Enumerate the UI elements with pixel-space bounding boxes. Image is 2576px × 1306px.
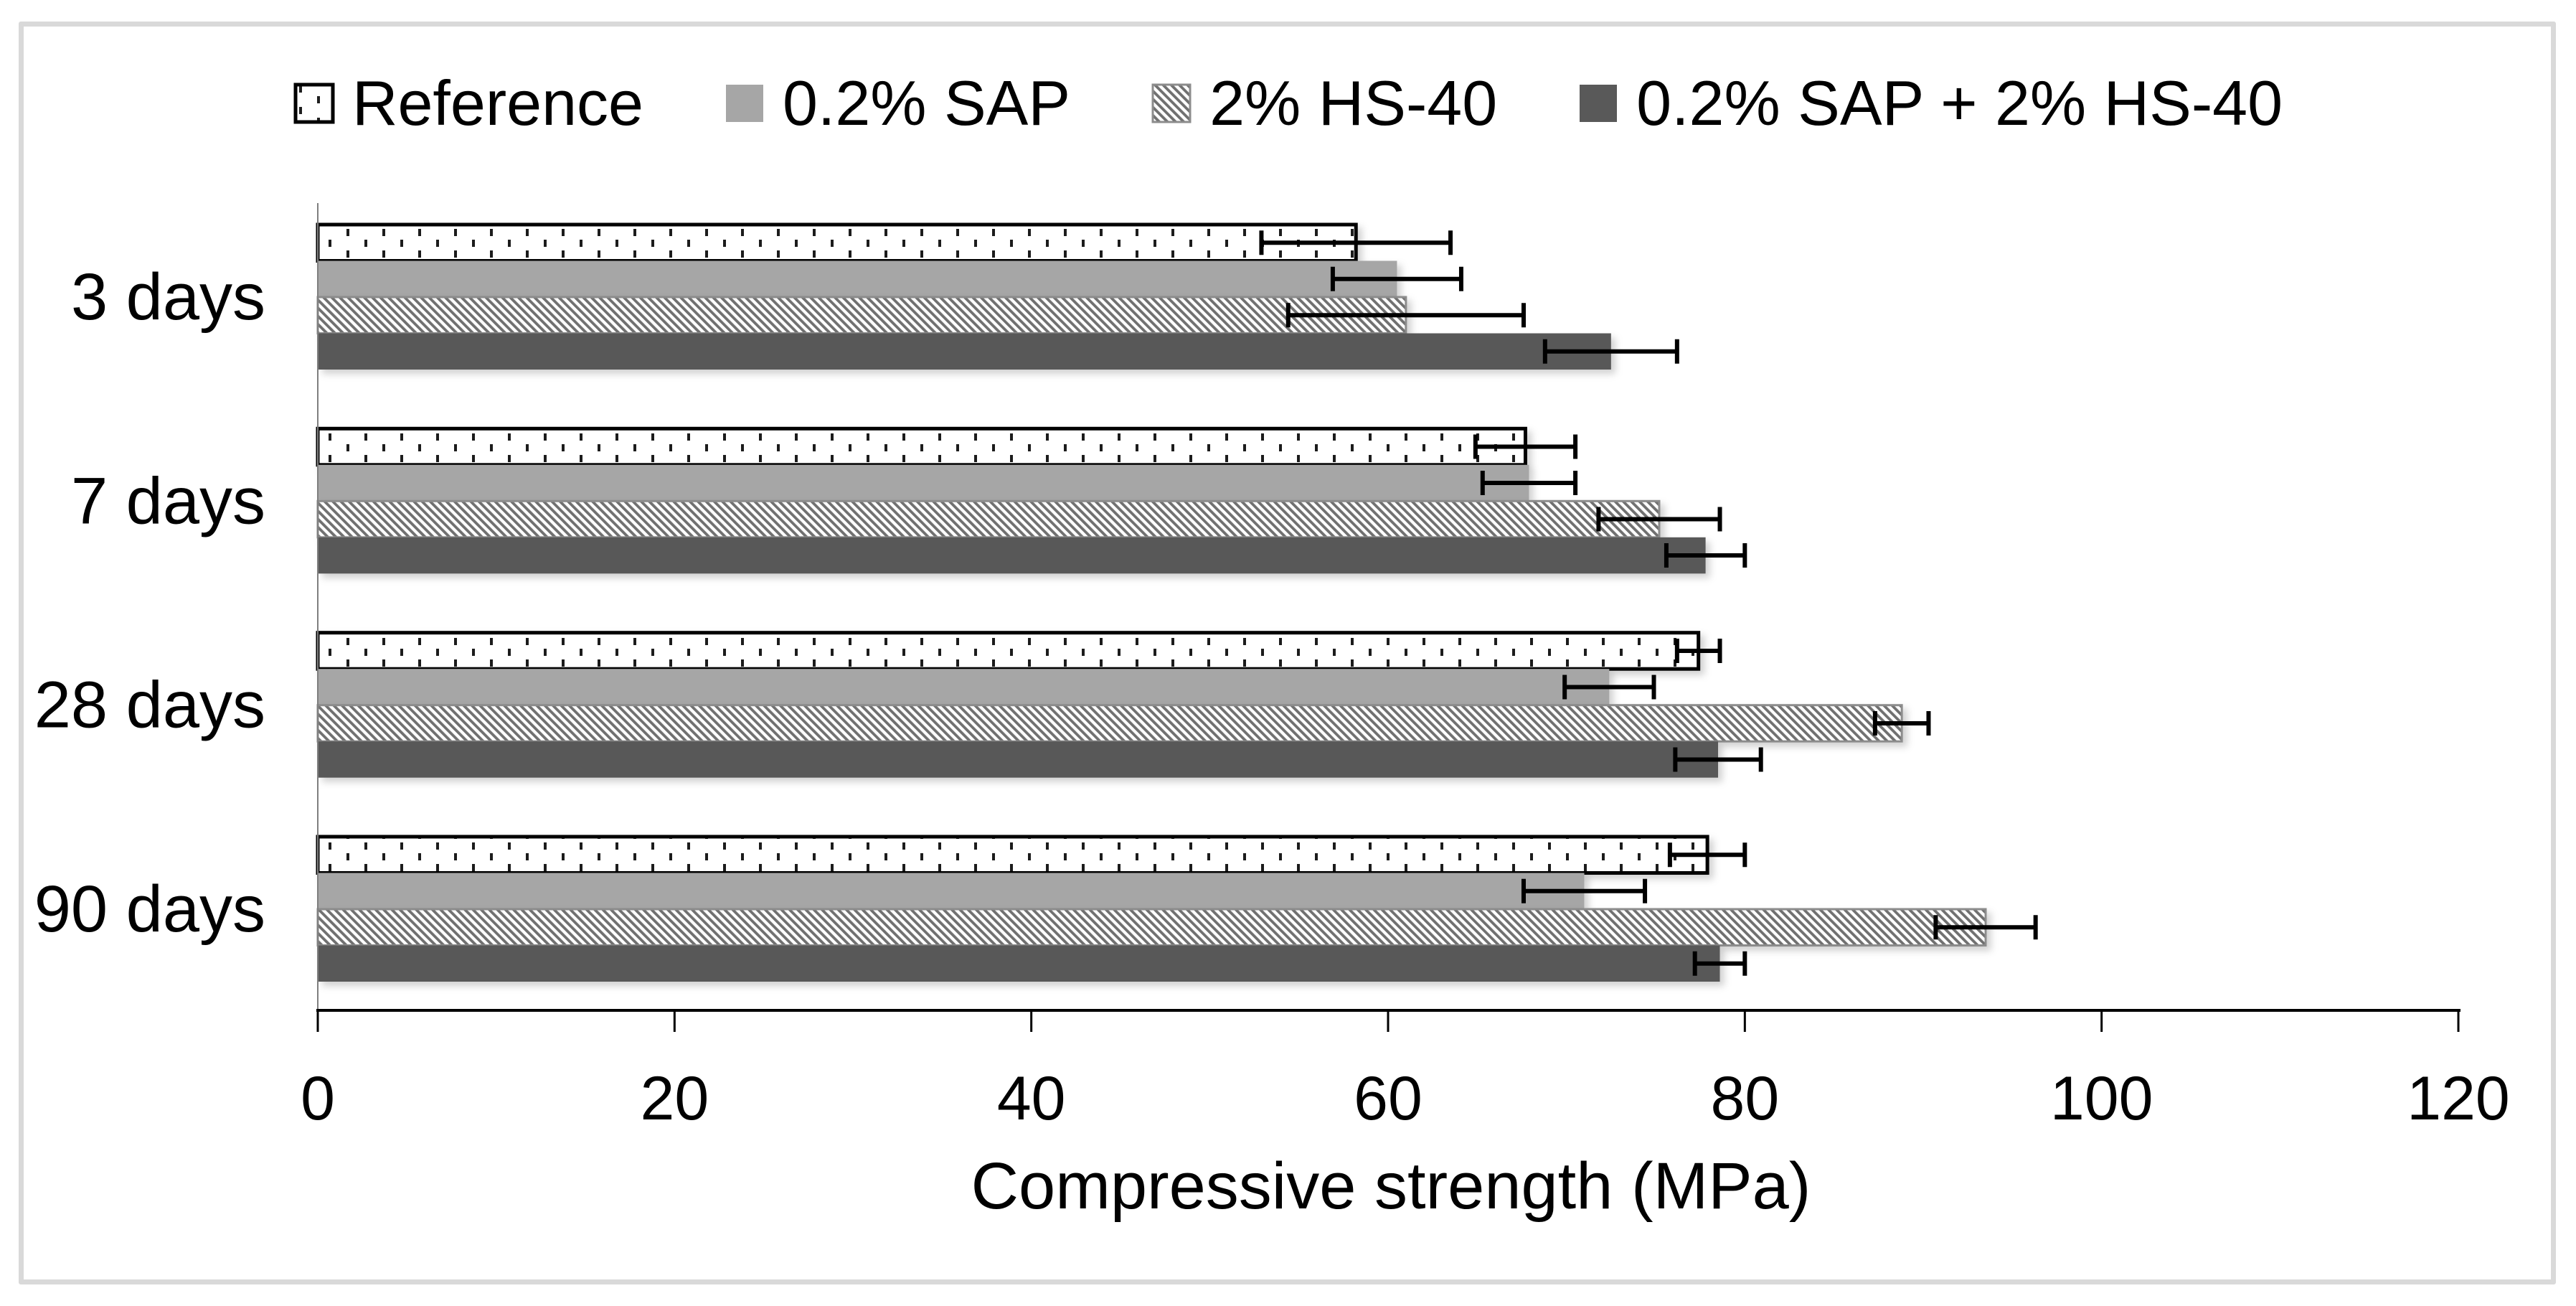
error-bar-reference-3-days <box>1259 230 1453 255</box>
error-bar-reference-28-days <box>1674 638 1722 663</box>
legend-swatch-2-hs-40-icon <box>1151 83 1192 123</box>
legend-label: 0.2% SAP + 2% HS-40 <box>1636 67 2283 138</box>
error-bar-0-2-sap-2-hs-40-28-days <box>1673 747 1763 772</box>
x-axis-tick-label-20: 20 <box>640 1064 709 1133</box>
legend-item-reference: Reference <box>293 72 643 135</box>
bar-0-2-sap-2-hs-40-28-days <box>318 741 1719 778</box>
error-bar-0-2-sap-2-hs-40-7-days <box>1664 543 1747 568</box>
error-bar-reference-7-days <box>1473 434 1578 459</box>
bar-2-hs-40-90-days <box>316 908 1987 946</box>
error-bar-0-2-sap-2-hs-40-3-days <box>1542 339 1679 364</box>
error-bar-2-hs-40-28-days <box>1872 710 1931 736</box>
bar-0-2-sap-2-hs-40-3-days <box>318 333 1611 370</box>
bar-0-2-sap-7-days <box>318 464 1529 502</box>
error-bar-0-2-sap-90-days <box>1521 878 1648 903</box>
x-axis-tick-label-0: 0 <box>301 1064 335 1133</box>
bar-reference-3-days <box>316 222 1358 263</box>
x-axis-tick-label-80: 80 <box>1711 1064 1780 1133</box>
x-axis-tick-label-100: 100 <box>2050 1064 2153 1133</box>
bar-0-2-sap-90-days <box>318 873 1585 909</box>
x-axis-tick-label-40: 40 <box>997 1064 1066 1133</box>
bar-0-2-sap-28-days <box>318 669 1610 705</box>
category-label-7-days: 7 days <box>71 464 265 537</box>
error-bars-layer <box>1259 230 2038 976</box>
legend-item-0-2-sap-2-hs-40: 0.2% SAP + 2% HS-40 <box>1577 72 2283 135</box>
error-bar-reference-90-days <box>1667 842 1747 868</box>
error-bar-2-hs-40-90-days <box>1933 915 2038 940</box>
error-bar-2-hs-40-3-days <box>1285 303 1526 328</box>
error-bar-0-2-sap-2-hs-40-90-days <box>1692 951 1747 976</box>
bar-2-hs-40-3-days <box>316 296 1407 334</box>
bar-0-2-sap-3-days <box>318 260 1397 297</box>
bar-2-hs-40-7-days <box>316 499 1661 539</box>
legend: Reference 0.2% SAP 2% HS-40 0.2% SAP + 2% H… <box>0 56 2576 151</box>
x-axis-title: Compressive strength (MPa) <box>971 1150 1811 1223</box>
bar-0-2-sap-2-hs-40-7-days <box>318 537 1706 574</box>
bar-reference-90-days <box>316 835 1709 875</box>
legend-swatch-0-2-sap-2-hs-40-icon <box>1580 85 1618 122</box>
legend-item-0-2-sap: 0.2% SAP <box>724 72 1070 135</box>
labels-layer: 0 20 40 60 80 100 120 3 days 7 days 28 days 90 day… <box>34 260 2510 1133</box>
error-bar-2-hs-40-7-days <box>1596 507 1722 532</box>
x-axis-tick-label-60: 60 <box>1354 1064 1423 1133</box>
legend-item-2-hs-40: 2% HS-40 <box>1151 72 1497 135</box>
legend-label: Reference <box>352 67 643 138</box>
error-bar-0-2-sap-7-days <box>1480 471 1578 496</box>
error-bar-0-2-sap-28-days <box>1562 675 1656 700</box>
legend-swatch-reference-icon <box>293 83 335 124</box>
bar-2-hs-40-28-days <box>316 704 1903 743</box>
bar-reference-28-days <box>316 631 1701 671</box>
legend-swatch-0-2-sap-icon <box>725 85 763 122</box>
bar-reference-7-days <box>316 426 1527 467</box>
x-axis-tick-label-120: 120 <box>2407 1064 2510 1133</box>
category-label-90-days: 90 days <box>34 873 265 946</box>
legend-label: 2% HS-40 <box>1209 67 1498 138</box>
bar-0-2-sap-2-hs-40-90-days <box>318 945 1720 982</box>
error-bar-0-2-sap-3-days <box>1330 266 1463 291</box>
bars-layer <box>316 222 1987 982</box>
legend-label: 0.2% SAP <box>782 67 1071 138</box>
category-label-3-days: 3 days <box>71 260 265 334</box>
axis-layer <box>316 203 2461 1032</box>
category-label-28-days: 28 days <box>34 669 265 742</box>
